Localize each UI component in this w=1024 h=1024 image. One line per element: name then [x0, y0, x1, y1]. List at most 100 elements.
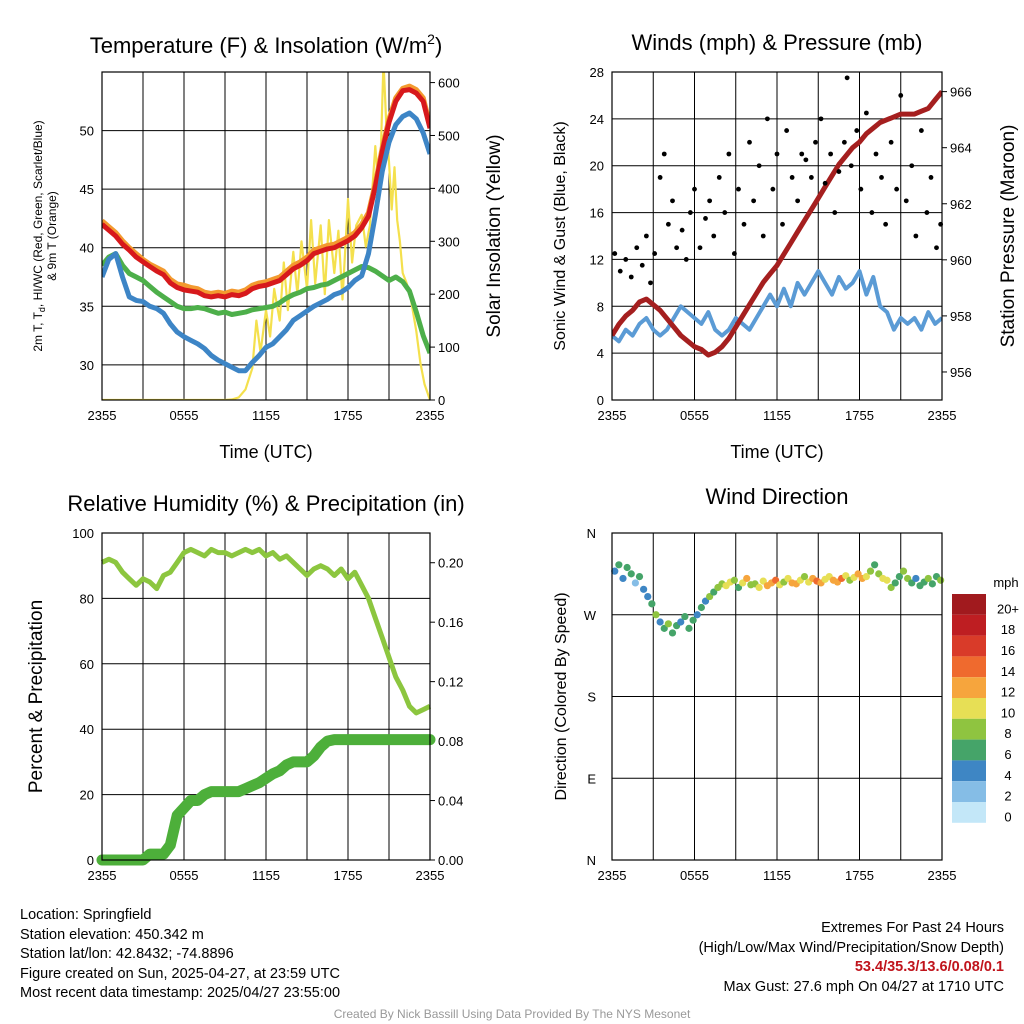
gust-point: [697, 245, 703, 251]
gust-point: [628, 274, 634, 280]
chart-3: 2355 0555 1155 1755 23550204060801000.000.04…: [26, 491, 465, 883]
gust-point: [841, 139, 847, 145]
x-tick-label: 1755: [334, 868, 363, 883]
direction-point: [743, 574, 751, 583]
gust-point: [928, 175, 934, 180]
gust-point: [623, 257, 629, 262]
extremes-info: Extremes For Past 24 Hours (High/Low/Max…: [699, 919, 1004, 997]
series-line-td: [102, 251, 430, 355]
y-tick-label: 20: [80, 788, 94, 803]
direction-point: [800, 573, 809, 581]
chart-title: Temperature (F) & Insolation (W/m2): [90, 31, 443, 58]
y2-tick-label: 300: [438, 234, 460, 249]
series-line-precipitation: [96, 734, 436, 866]
gust-point: [716, 175, 722, 180]
direction-point: [730, 576, 738, 584]
gust-point: [760, 233, 766, 239]
gust-point: [789, 175, 795, 180]
direction-point: [611, 567, 619, 575]
y2-tick-label: 958: [950, 309, 972, 324]
gust-point: [634, 245, 640, 251]
y-tick-label: 50: [80, 124, 94, 139]
chart-title-superscript: 2: [427, 31, 435, 47]
direction-point: [883, 576, 891, 584]
y-axis-label-part: 2m T, T: [31, 311, 45, 351]
y2-tick-label: 0.12: [438, 675, 463, 690]
gust-point: [858, 186, 864, 192]
series-line-sonic-wind: [612, 269, 942, 344]
gust-point: [848, 163, 854, 169]
direction-point: [866, 567, 875, 575]
y-tick-label: N: [587, 853, 596, 868]
y-tick-label: 30: [80, 358, 94, 373]
y2-tick-label: 600: [438, 76, 460, 91]
legend-label: 10: [1001, 705, 1015, 720]
max-gust: Max Gust: 27.6 mph On 04/27 at 1710 UTC: [723, 978, 1004, 995]
extremes-title: Extremes For Past 24 Hours: [821, 920, 1004, 936]
gust-point: [726, 151, 732, 157]
direction-point: [640, 585, 648, 593]
x-tick-label: 1755: [334, 408, 363, 423]
direction-point: [644, 592, 652, 601]
x-tick-label: 2355: [598, 408, 627, 423]
direction-point: [685, 624, 693, 632]
y-tick-label: E: [587, 771, 596, 786]
gust-point: [924, 210, 930, 215]
legend-label: 8: [1004, 726, 1011, 741]
x-tick-label: 2355: [598, 868, 627, 883]
gust-point: [799, 151, 805, 157]
direction-point: [648, 600, 656, 608]
series-line-2m-t: [102, 87, 430, 300]
y-axis-label-line2: & 9m T (Orange): [45, 191, 59, 281]
y-tick-label: 40: [80, 241, 94, 256]
gust-point: [736, 186, 741, 192]
y-axis-label: Percent & Precipitation: [26, 600, 47, 793]
direction-point: [635, 573, 644, 581]
x-axis-label: Time (UTC): [730, 442, 823, 462]
y-axis-label: Sonic Wind & Gust (Blue, Black): [552, 121, 569, 350]
legend-swatch: [952, 614, 986, 636]
legend-label: 6: [1004, 747, 1011, 762]
direction-point: [623, 563, 631, 572]
chart-1: 2355 0555 1155 1755 235530354045500100200300…: [31, 31, 505, 462]
y2-tick-label: 0.00: [438, 853, 463, 868]
recent-timestamp: Most recent data timestamp: 2025/04/27 2…: [20, 985, 341, 1001]
direction-point: [693, 611, 701, 619]
y2-tick-label: 0.16: [438, 615, 463, 630]
chart-title-text: Temperature (F) & Insolation (W/m: [90, 33, 427, 58]
gust-point: [803, 157, 809, 163]
y-tick-label: 20: [590, 159, 604, 174]
legend-swatch: [952, 739, 986, 761]
legend-swatch: [952, 760, 986, 782]
legend-label: 18: [1001, 622, 1015, 637]
chart-title: Winds (mph) & Pressure (mb): [632, 30, 923, 55]
gust-point: [764, 116, 770, 122]
direction-point: [871, 561, 879, 569]
y2-tick-label: 962: [950, 197, 972, 212]
legend-swatch: [952, 656, 986, 678]
gust-point: [643, 233, 649, 239]
y-axis-label-part: , HI/WC (Red, Green, Scarlet/Blue): [31, 120, 45, 307]
y-tick-label: 35: [80, 299, 94, 314]
gust-point: [818, 116, 824, 122]
legend-label: 0: [1004, 809, 1011, 824]
y-tick-label: 16: [590, 206, 604, 221]
y-tick-label: 8: [597, 299, 604, 314]
gust-point: [707, 198, 713, 204]
direction-point: [664, 620, 672, 628]
y-tick-label: 80: [80, 591, 94, 606]
chart-title-close: ): [435, 33, 442, 58]
direction-point: [895, 573, 903, 581]
extremes-values: 53.4/35.3/13.6/0.08/0.1: [854, 959, 1004, 975]
legend-label: 4: [1004, 768, 1011, 783]
x-tick-label: 2355: [928, 408, 957, 423]
gust-point: [822, 180, 828, 186]
y-axis-label: Direction (Colored By Speed): [553, 592, 570, 800]
direction-point: [681, 612, 689, 621]
extremes-subtitle: (High/Low/Max Wind/Precipitation/Snow De…: [698, 939, 1004, 956]
x-axis-label: Time (UTC): [219, 442, 312, 462]
direction-point: [689, 616, 697, 624]
station-info: Location: Springfield Station elevation:…: [20, 906, 340, 1004]
gust-point: [934, 245, 939, 251]
